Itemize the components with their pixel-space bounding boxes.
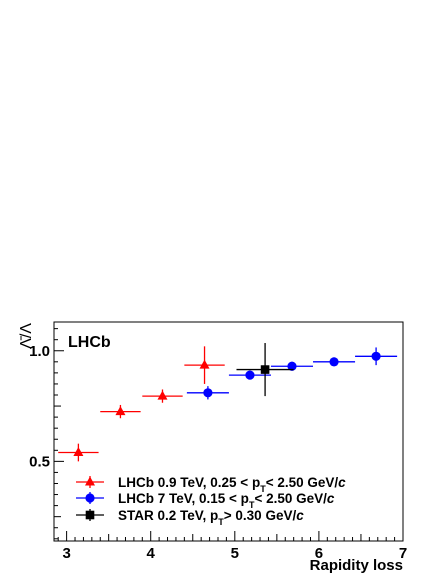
data-point-square [260, 365, 270, 374]
y-axis-title: Λ̄/Λ [18, 323, 35, 349]
x-axis-title: Rapidity loss [310, 557, 403, 574]
x-tick-label: 4 [147, 545, 156, 562]
y-tick-label: 0.5 [29, 453, 50, 470]
data-point-circle [329, 357, 339, 367]
legend-marker-triangle [85, 476, 95, 486]
data-point-triangle [115, 406, 126, 416]
legend-label: LHCb 0.9 TeV, 0.25 < pT< 2.50 GeV/c [118, 475, 346, 494]
data-point-circle [245, 370, 255, 380]
legend-marker-square [85, 510, 95, 520]
x-tick-label: 7 [399, 545, 407, 562]
legend-label: LHCb 7 TeV, 0.15 < pT< 2.50 GeV/c [118, 491, 335, 510]
experiment-label: LHCb [68, 334, 111, 351]
data-point-circle [203, 388, 213, 398]
plot-frame [53, 321, 404, 542]
data-point-triangle [199, 359, 210, 369]
legend-marker-circle [85, 493, 95, 503]
data-point-triangle [73, 447, 84, 457]
x-tick-label: 5 [231, 545, 239, 562]
data-point-triangle [157, 390, 168, 400]
x-tick-label: 6 [315, 545, 323, 562]
legend-label: STAR 0.2 TeV, pT> 0.30 GeV/c [118, 508, 304, 527]
data-point-circle [371, 351, 381, 361]
y-tick-label: 1.0 [29, 343, 50, 360]
x-tick-label: 3 [62, 545, 70, 562]
data-point-circle [287, 361, 297, 371]
